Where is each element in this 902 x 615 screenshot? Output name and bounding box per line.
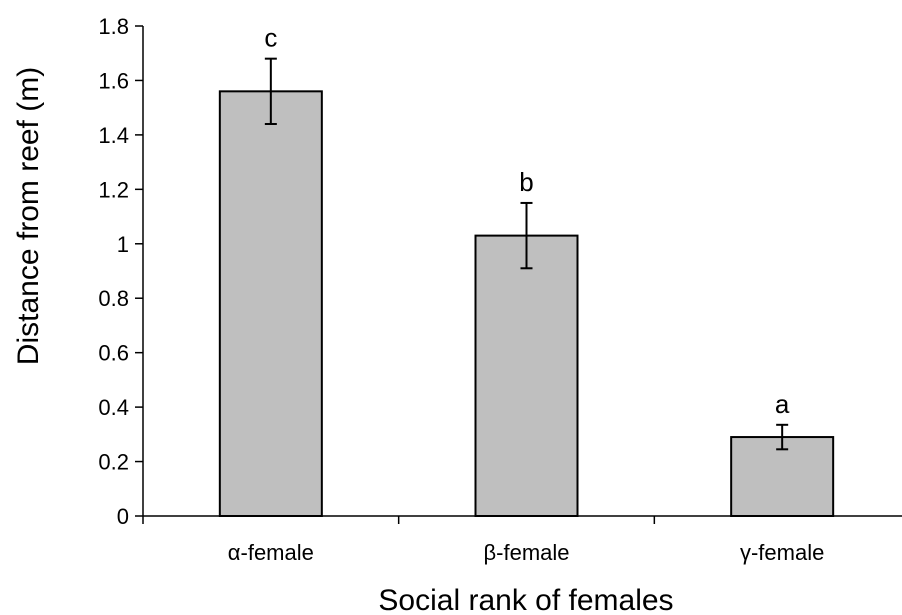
y-tick-label: 0.6	[98, 341, 129, 366]
y-tick-label: 1.8	[98, 14, 129, 39]
y-tick-label: 0.4	[98, 395, 129, 420]
bar	[474, 234, 579, 517]
bar	[218, 90, 323, 517]
significance-label: c	[264, 23, 277, 53]
y-tick-label: 1.2	[98, 177, 129, 202]
y-tick-label: 1.4	[98, 123, 129, 148]
y-tick-label: 0	[117, 504, 129, 529]
y-tick-label: 0.8	[98, 286, 129, 311]
x-tick-label: α-female	[228, 540, 314, 565]
y-tick-label: 0.2	[98, 450, 129, 475]
x-tick-label: γ-female	[740, 540, 824, 565]
plot-area: 0 0.2 0.4 0.6 0.8 1 1.2 1.4 1.6 1.8 c α-female b β-fe…	[98, 14, 902, 565]
y-tick-label: 1.6	[98, 68, 129, 93]
y-tick-label: 1	[117, 232, 129, 257]
significance-label: b	[519, 167, 533, 197]
x-axis-title: Social rank of females	[378, 584, 673, 615]
significance-label: a	[775, 389, 790, 419]
y-axis-title: Distance from reef (m)	[12, 67, 45, 365]
x-tick-label: β-female	[483, 540, 569, 565]
